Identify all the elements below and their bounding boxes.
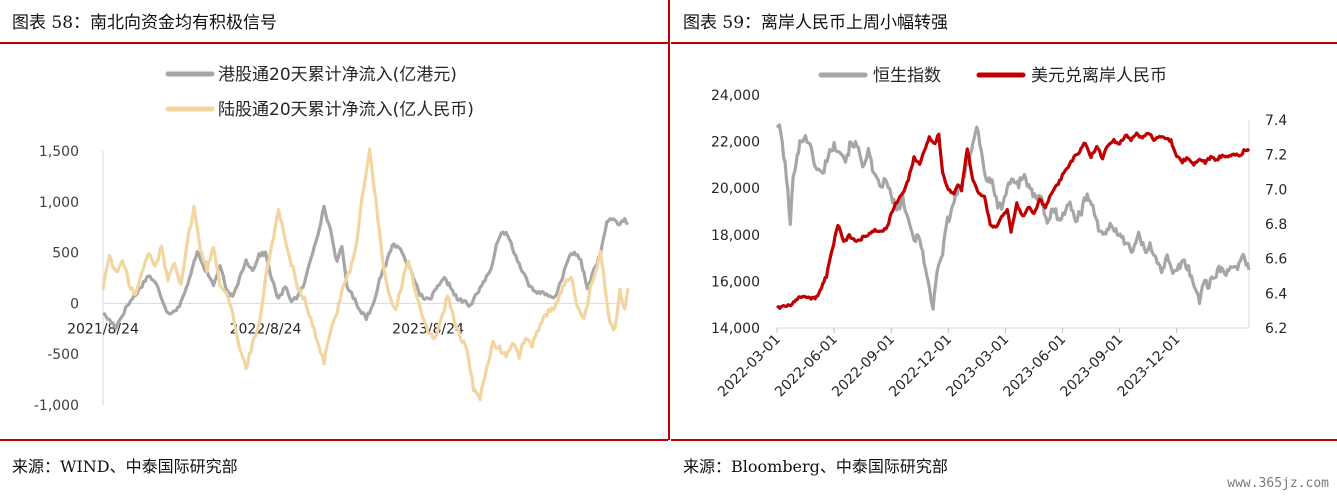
right-chart: 24,000 22,000 20,000 18,000 16,000 14,000 7.4 7…: [711, 66, 1287, 400]
right-y-tick-label: 6.2: [1265, 321, 1287, 337]
left-y-tick-label: 24,000: [711, 88, 760, 104]
watermark: www.365jz.com: [1227, 476, 1329, 491]
right-panel: 图表 59：离岸人民币上周小幅转强 24,000 22,000 20,000 18,0…: [671, 0, 1337, 497]
y-tick-label: 1,500: [39, 144, 79, 160]
right-source: 来源：Bloomberg、中泰国际研究部: [683, 457, 948, 476]
left-y-tick-label: 14,000: [711, 321, 760, 337]
right-y-tick-label: 6.6: [1265, 252, 1287, 268]
left-y-tick-label: 20,000: [711, 181, 760, 197]
x-tick-label: 2022/8/24: [230, 321, 302, 337]
panel-divider: [668, 0, 670, 440]
right-y-tick-label: 7.2: [1265, 148, 1287, 164]
legend-label: 美元兑离岸人民币: [1031, 66, 1167, 86]
series-line: [775, 123, 1251, 311]
left-title-rule: [0, 42, 668, 44]
left-panel: 图表 58：南北向资金均有积极信号 1,500 1,000 500 0 -500 -1,0…: [0, 0, 668, 497]
y-tick-label: 500: [52, 246, 79, 262]
legend-label: 港股通20天累计净流入(亿港元): [218, 65, 457, 85]
right-y-tick-label: 7.0: [1265, 182, 1287, 198]
right-y-tick-label: 6.4: [1265, 286, 1287, 302]
series-line: [102, 204, 629, 330]
left-y-tick-label: 22,000: [711, 135, 760, 151]
left-y-tick-label: 18,000: [711, 228, 760, 244]
left-y-tick-label: 16,000: [711, 274, 760, 290]
series-line: [776, 131, 1251, 310]
x-tick-label: 2021/8/24: [67, 321, 139, 337]
left-chart-title: 图表 58：南北向资金均有积极信号: [12, 13, 278, 33]
y-tick-label: 1,000: [39, 195, 79, 211]
legend-label: 陆股通20天累计净流入(亿人民币): [218, 100, 474, 120]
y-tick-label: -500: [47, 347, 79, 363]
series-line: [101, 147, 630, 402]
right-y-tick-label: 7.4: [1265, 113, 1287, 129]
y-tick-label: -1,000: [34, 398, 79, 414]
left-source: 来源：WIND、中泰国际研究部: [12, 457, 238, 476]
left-chart: 1,500 1,000 500 0 -500 -1,000 2021/8/24 2022/8/…: [34, 65, 630, 414]
right-source-rule: [671, 439, 1337, 441]
right-title-rule: [671, 42, 1337, 44]
right-chart-title: 图表 59：离岸人民币上周小幅转强: [683, 13, 949, 33]
left-source-rule: [0, 439, 668, 441]
right-y-tick-label: 6.8: [1265, 217, 1287, 233]
legend-label: 恒生指数: [873, 66, 941, 86]
y-tick-label: 0: [70, 296, 79, 312]
